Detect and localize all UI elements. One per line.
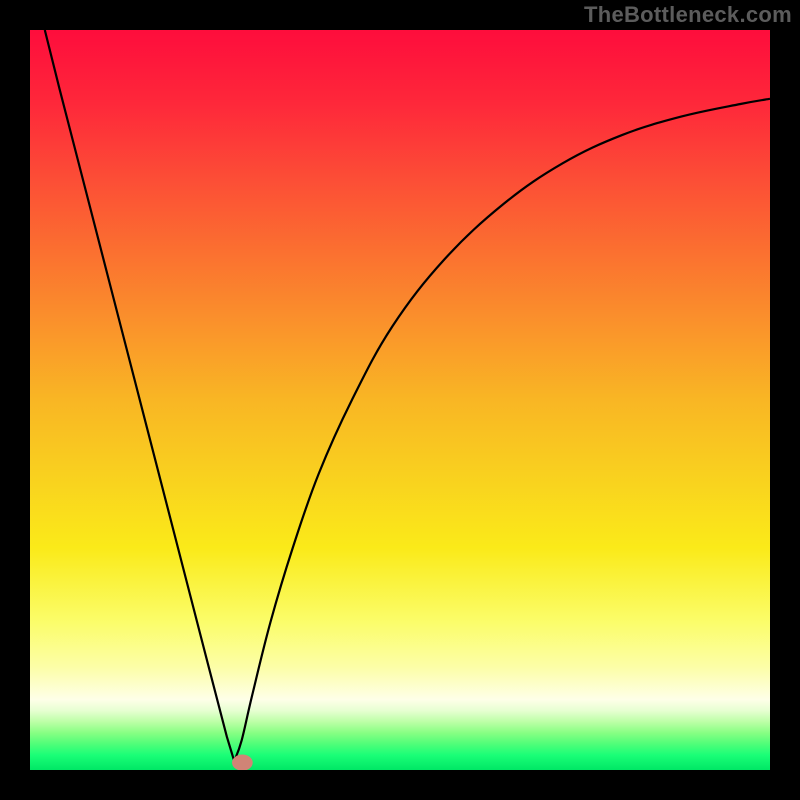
- chart-container: TheBottleneck.com: [0, 0, 800, 800]
- watermark-text: TheBottleneck.com: [584, 2, 792, 28]
- curve-layer: [30, 30, 770, 770]
- plot-area: [30, 30, 770, 770]
- minimum-marker: [232, 754, 253, 770]
- bottleneck-curve: [45, 30, 770, 761]
